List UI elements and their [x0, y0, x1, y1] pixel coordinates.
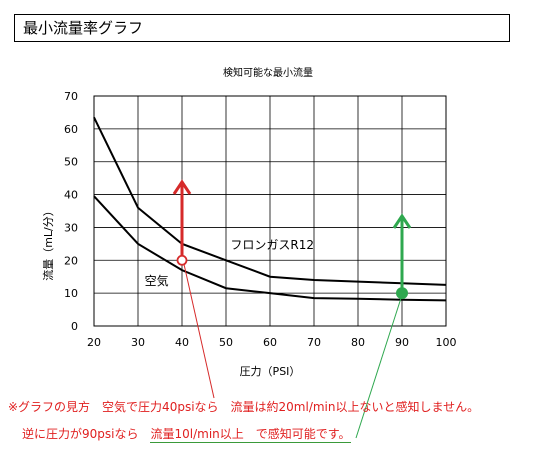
plot-frame: [93, 95, 447, 327]
y-tick-label: 0: [71, 320, 78, 333]
red-pointer-line: [183, 264, 215, 399]
y-tick-label: 10: [64, 287, 78, 300]
y-tick-label: 20: [64, 254, 78, 267]
series-label-air: 空気: [145, 273, 169, 288]
x-tick-label: 60: [263, 336, 277, 349]
x-tick-label: 100: [436, 336, 457, 349]
y-tick-label: 40: [64, 189, 78, 202]
y-tick-label: 60: [64, 123, 78, 136]
series-line-r12: [93, 116, 447, 286]
x-tick-label: 40: [175, 336, 189, 349]
green-pointer-line: [355, 297, 402, 439]
note-line-2: 逆に圧力が90psiなら 流量10l/min以上 で感知可能です。: [22, 425, 351, 443]
title-box: 最小流量率グラフ: [14, 14, 510, 42]
note-line-1: ※グラフの見方 空気で圧力40psiなら 流量は約20ml/min以上ないと感知…: [8, 400, 480, 414]
red-point-marker: [176, 254, 188, 266]
y-tick-label: 30: [64, 221, 78, 234]
x-tick-label: 90: [395, 336, 409, 349]
x-axis-label: 圧力（PSI）: [240, 365, 301, 378]
green-point-marker: [396, 287, 408, 300]
note-line-2-prefix: 逆に圧力が90psiなら: [22, 427, 151, 441]
y-tick-label: 50: [64, 156, 78, 169]
y-tick-label: 70: [64, 90, 78, 103]
green-arrow-head: [392, 213, 412, 229]
x-tick-label: 50: [219, 336, 233, 349]
series-line-air: [93, 195, 447, 302]
x-tick-label: 70: [307, 336, 321, 349]
page-title: 最小流量率グラフ: [23, 19, 144, 37]
x-tick-label: 30: [131, 336, 145, 349]
x-tick-label: 20: [87, 336, 101, 349]
x-tick-label: 80: [351, 336, 365, 349]
note-line-2-highlight: 流量10l/min以上 で感知可能です。: [150, 427, 351, 443]
series-label-r12: フロンガスR12: [230, 238, 314, 252]
chart-title: 検知可能な最小流量: [223, 66, 313, 79]
red-arrow-head: [172, 179, 192, 195]
y-axis-label: 流量（mL/分）: [41, 205, 55, 281]
